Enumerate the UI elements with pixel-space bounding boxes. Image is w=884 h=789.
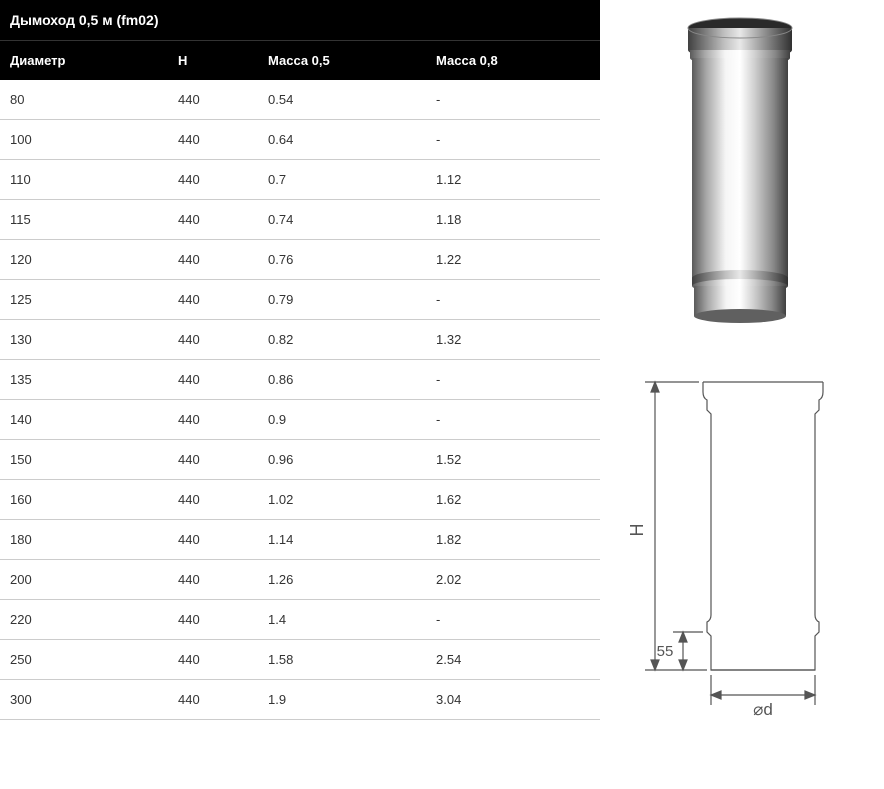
table-cell: 0.76 bbox=[258, 240, 426, 280]
table-cell: - bbox=[426, 80, 600, 120]
table-row: 2504401.582.54 bbox=[0, 640, 600, 680]
table-cell: 440 bbox=[168, 400, 258, 440]
spec-table-container: Дымоход 0,5 м (fm02) Диаметр H Масса 0,5… bbox=[0, 0, 600, 720]
product-photo bbox=[670, 10, 810, 330]
table-cell: 1.82 bbox=[426, 520, 600, 560]
table-cell: 1.26 bbox=[258, 560, 426, 600]
col-mass-05: Масса 0,5 bbox=[258, 41, 426, 81]
table-cell: 440 bbox=[168, 160, 258, 200]
table-cell: 440 bbox=[168, 240, 258, 280]
table-cell: 140 bbox=[0, 400, 168, 440]
table-cell: 1.22 bbox=[426, 240, 600, 280]
dimension-schematic: H 55 ⌀d bbox=[625, 370, 855, 720]
table-row: 1404400.9- bbox=[0, 400, 600, 440]
table-cell: 125 bbox=[0, 280, 168, 320]
table-cell: 1.9 bbox=[258, 680, 426, 720]
table-cell: 1.58 bbox=[258, 640, 426, 680]
table-cell: 1.32 bbox=[426, 320, 600, 360]
col-diameter: Диаметр bbox=[0, 41, 168, 81]
table-cell: 1.12 bbox=[426, 160, 600, 200]
table-cell: 0.79 bbox=[258, 280, 426, 320]
table-row: 1504400.961.52 bbox=[0, 440, 600, 480]
table-row: 1254400.79- bbox=[0, 280, 600, 320]
table-cell: 180 bbox=[0, 520, 168, 560]
table-cell: - bbox=[426, 400, 600, 440]
table-title: Дымоход 0,5 м (fm02) bbox=[0, 0, 600, 41]
table-cell: 1.14 bbox=[258, 520, 426, 560]
table-cell: 110 bbox=[0, 160, 168, 200]
schematic-h-label: H bbox=[627, 524, 647, 537]
table-cell: 440 bbox=[168, 440, 258, 480]
table-cell: 0.7 bbox=[258, 160, 426, 200]
table-cell: 0.9 bbox=[258, 400, 426, 440]
table-cell: 150 bbox=[0, 440, 168, 480]
table-cell: 440 bbox=[168, 280, 258, 320]
table-cell: 130 bbox=[0, 320, 168, 360]
col-mass-08: Масса 0,8 bbox=[426, 41, 600, 81]
spec-table: Дымоход 0,5 м (fm02) Диаметр H Масса 0,5… bbox=[0, 0, 600, 720]
table-cell: - bbox=[426, 600, 600, 640]
table-cell: 100 bbox=[0, 120, 168, 160]
table-cell: 120 bbox=[0, 240, 168, 280]
table-cell: 1.18 bbox=[426, 200, 600, 240]
table-header-row: Диаметр H Масса 0,5 Масса 0,8 bbox=[0, 41, 600, 81]
table-cell: 440 bbox=[168, 360, 258, 400]
table-cell: 440 bbox=[168, 120, 258, 160]
table-cell: 2.54 bbox=[426, 640, 600, 680]
table-row: 1004400.64- bbox=[0, 120, 600, 160]
table-cell: 440 bbox=[168, 320, 258, 360]
schematic-bottom-dim: 55 bbox=[657, 643, 674, 660]
table-cell: 0.54 bbox=[258, 80, 426, 120]
table-cell: 2.02 bbox=[426, 560, 600, 600]
table-row: 1104400.71.12 bbox=[0, 160, 600, 200]
table-cell: 440 bbox=[168, 480, 258, 520]
table-cell: 440 bbox=[168, 680, 258, 720]
table-row: 804400.54- bbox=[0, 80, 600, 120]
table-cell: 250 bbox=[0, 640, 168, 680]
table-row: 2204401.4- bbox=[0, 600, 600, 640]
table-cell: 0.64 bbox=[258, 120, 426, 160]
table-row: 1604401.021.62 bbox=[0, 480, 600, 520]
table-cell: 160 bbox=[0, 480, 168, 520]
table-row: 1204400.761.22 bbox=[0, 240, 600, 280]
table-cell: - bbox=[426, 120, 600, 160]
table-row: 1804401.141.82 bbox=[0, 520, 600, 560]
table-row: 3004401.93.04 bbox=[0, 680, 600, 720]
table-cell: 115 bbox=[0, 200, 168, 240]
table-cell: 300 bbox=[0, 680, 168, 720]
table-cell: 440 bbox=[168, 640, 258, 680]
schematic-diameter-label: ⌀d bbox=[753, 700, 773, 719]
table-cell: 440 bbox=[168, 200, 258, 240]
table-cell: 440 bbox=[168, 560, 258, 600]
table-cell: 3.04 bbox=[426, 680, 600, 720]
table-cell: 1.02 bbox=[258, 480, 426, 520]
table-cell: 0.86 bbox=[258, 360, 426, 400]
table-cell: 0.82 bbox=[258, 320, 426, 360]
table-cell: 440 bbox=[168, 600, 258, 640]
table-cell: 440 bbox=[168, 520, 258, 560]
col-h: H bbox=[168, 41, 258, 81]
table-cell: 1.4 bbox=[258, 600, 426, 640]
table-cell: 0.96 bbox=[258, 440, 426, 480]
table-cell: 440 bbox=[168, 80, 258, 120]
table-row: 1304400.821.32 bbox=[0, 320, 600, 360]
table-cell: 135 bbox=[0, 360, 168, 400]
table-cell: 80 bbox=[0, 80, 168, 120]
table-row: 1154400.741.18 bbox=[0, 200, 600, 240]
table-row: 1354400.86- bbox=[0, 360, 600, 400]
table-cell: 220 bbox=[0, 600, 168, 640]
table-cell: 200 bbox=[0, 560, 168, 600]
table-cell: 0.74 bbox=[258, 200, 426, 240]
table-cell: - bbox=[426, 280, 600, 320]
table-cell: 1.52 bbox=[426, 440, 600, 480]
table-cell: - bbox=[426, 360, 600, 400]
table-cell: 1.62 bbox=[426, 480, 600, 520]
table-row: 2004401.262.02 bbox=[0, 560, 600, 600]
